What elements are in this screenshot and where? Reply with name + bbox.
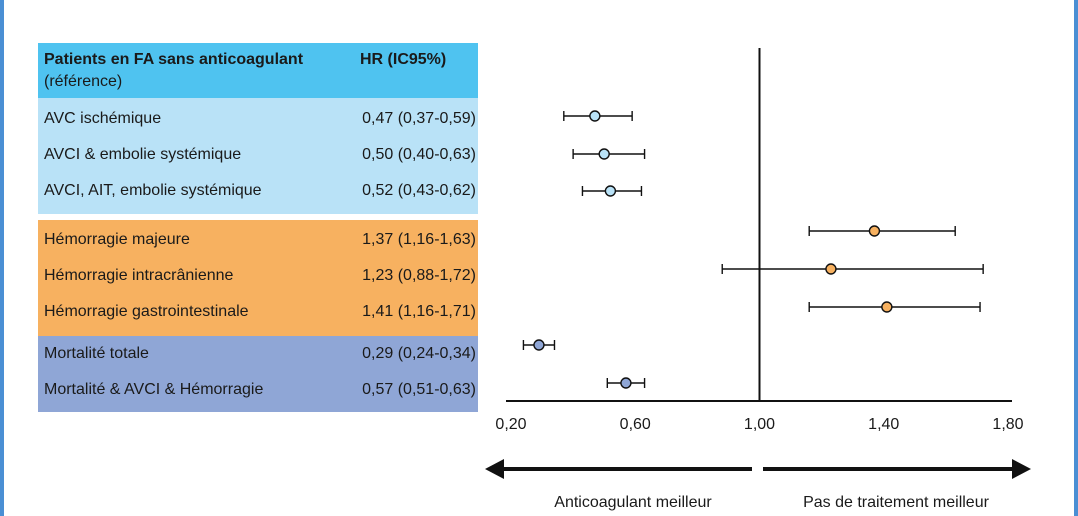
table-header: Patients en FA sans anticoagulant (référ…	[38, 43, 478, 98]
row-hr: 0,47 (0,37-0,59)	[362, 110, 476, 127]
forest-point	[572, 148, 646, 160]
table-row: Hémorragie gastrointestinale 1,41 (1,16-…	[38, 294, 478, 330]
row-label: Mortalité totale	[44, 345, 149, 362]
row-label: AVCI, AIT, embolie systémique	[44, 182, 262, 199]
table-row: Mortalité & AVCI & Hémorragie 0,57 (0,51…	[38, 372, 478, 408]
x-tick-label: 1,40	[868, 416, 899, 433]
row-label: Hémorragie intracrânienne	[44, 267, 234, 284]
table-row: AVCI, AIT, embolie systémique 0,52 (0,43…	[38, 173, 478, 209]
row-label: AVC ischémique	[44, 110, 162, 127]
row-label: AVCI & embolie systémique	[44, 146, 242, 163]
row-hr: 1,37 (1,16-1,63)	[362, 231, 476, 248]
forest-point	[808, 225, 956, 237]
forest-point	[808, 301, 981, 313]
row-hr: 0,50 (0,40-0,63)	[362, 146, 476, 163]
row-hr: 0,29 (0,24-0,34)	[362, 345, 476, 362]
table-row: Mortalité totale 0,29 (0,24-0,34)	[38, 336, 478, 372]
row-label: Hémorragie majeure	[44, 231, 190, 248]
row-hr: 1,23 (0,88-1,72)	[362, 267, 476, 284]
forest-point	[581, 185, 643, 197]
forest-point	[522, 339, 556, 351]
left-arrow-head	[485, 459, 504, 479]
group-block-mortality	[38, 336, 478, 412]
forest-point	[563, 110, 633, 122]
hr-marker	[604, 185, 617, 197]
hr-marker	[868, 225, 881, 237]
header-hr-label: HR (IC95%)	[360, 51, 447, 68]
right-arrow-label: Pas de traitement meilleur	[803, 494, 990, 511]
header-title: Patients en FA sans anticoagulant	[44, 51, 304, 68]
x-axis: 0,20 0,60 1,00 1,40 1,80	[495, 48, 1024, 433]
hr-marker	[589, 110, 601, 122]
row-hr: 0,52 (0,43-0,62)	[362, 182, 476, 199]
table-row: AVCI & embolie systémique 0,50 (0,40-0,6…	[38, 137, 478, 173]
x-tick-label: 1,80	[992, 416, 1023, 433]
forest-point	[606, 377, 646, 389]
row-hr: 1,41 (1,16-1,71)	[362, 303, 476, 320]
group-block-bleeding	[38, 220, 478, 336]
row-label: Hémorragie gastrointestinale	[44, 303, 249, 320]
group-block-efficacy	[38, 98, 478, 214]
hr-marker	[598, 148, 610, 160]
table-row: AVC ischémique 0,47 (0,37-0,59)	[38, 101, 478, 137]
hr-marker	[620, 377, 632, 389]
left-arrow-label: Anticoagulant meilleur	[554, 494, 712, 511]
hr-marker	[533, 339, 545, 351]
row-hr: 0,57 (0,51-0,63)	[362, 381, 476, 398]
forest-points	[522, 110, 984, 389]
direction-arrows: Anticoagulant meilleur Pas de traitement …	[485, 459, 1031, 511]
right-arrow-head	[1012, 459, 1031, 479]
x-tick-label: 1,00	[744, 416, 775, 433]
row-label: Mortalité & AVCI & Hémorragie	[44, 381, 264, 398]
forest-point	[721, 263, 984, 275]
table-row: Hémorragie majeure 1,37 (1,16-1,63)	[38, 222, 478, 258]
table-row: Hémorragie intracrânienne 1,23 (0,88-1,7…	[38, 258, 478, 294]
x-tick-label: 0,60	[620, 416, 651, 433]
hr-marker	[881, 301, 893, 313]
header-subtitle: (référence)	[44, 73, 123, 90]
hr-marker	[825, 263, 837, 275]
x-tick-label: 0,20	[495, 416, 526, 433]
